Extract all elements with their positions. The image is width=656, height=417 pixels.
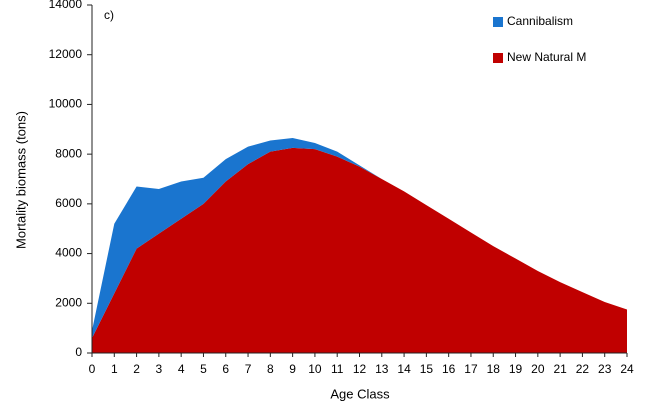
x-tick-label: 20 — [531, 362, 545, 376]
y-tick-label: 4000 — [55, 246, 82, 260]
x-tick-label: 24 — [620, 362, 634, 376]
x-tick-label: 8 — [267, 362, 274, 376]
x-tick-label: 9 — [289, 362, 296, 376]
annotation: c) — [104, 8, 114, 22]
x-tick-label: 6 — [222, 362, 229, 376]
x-tick-label: 2 — [133, 362, 140, 376]
y-tick-label: 0 — [75, 345, 82, 359]
x-tick-label: 4 — [178, 362, 185, 376]
x-tick-label: 15 — [420, 362, 434, 376]
x-tick-label: 0 — [89, 362, 96, 376]
legend-label: New Natural M — [507, 50, 586, 64]
x-tick-label: 11 — [331, 362, 344, 376]
x-tick-label: 18 — [487, 362, 501, 376]
x-tick-label: 23 — [598, 362, 612, 376]
y-tick-label: 8000 — [55, 146, 82, 160]
x-tick-label: 7 — [245, 362, 252, 376]
x-tick-label: 1 — [111, 362, 118, 376]
y-tick-label: 6000 — [55, 196, 82, 210]
area — [92, 147, 627, 353]
legend-swatch — [493, 17, 503, 27]
x-tick-label: 14 — [397, 362, 411, 376]
y-tick-label: 14000 — [49, 0, 83, 11]
y-tick-label: 10000 — [49, 97, 83, 111]
x-tick-label: 22 — [576, 362, 590, 376]
x-tick-label: 21 — [553, 362, 567, 376]
x-tick-label: 5 — [200, 362, 207, 376]
x-tick-label: 12 — [353, 362, 367, 376]
x-tick-label: 16 — [442, 362, 456, 376]
x-tick-label: 10 — [308, 362, 322, 376]
x-tick-label: 3 — [156, 362, 163, 376]
y-tick-label: 2000 — [55, 295, 82, 309]
legend-label: Cannibalism — [507, 14, 573, 28]
legend-swatch — [493, 53, 503, 63]
x-axis-title: Age Class — [330, 386, 390, 401]
y-tick-label: 12000 — [49, 47, 83, 61]
x-tick-label: 19 — [509, 362, 523, 376]
y-axis-title: Mortality biomass (tons) — [13, 111, 28, 249]
x-tick-label: 13 — [375, 362, 389, 376]
x-tick-label: 17 — [464, 362, 478, 376]
